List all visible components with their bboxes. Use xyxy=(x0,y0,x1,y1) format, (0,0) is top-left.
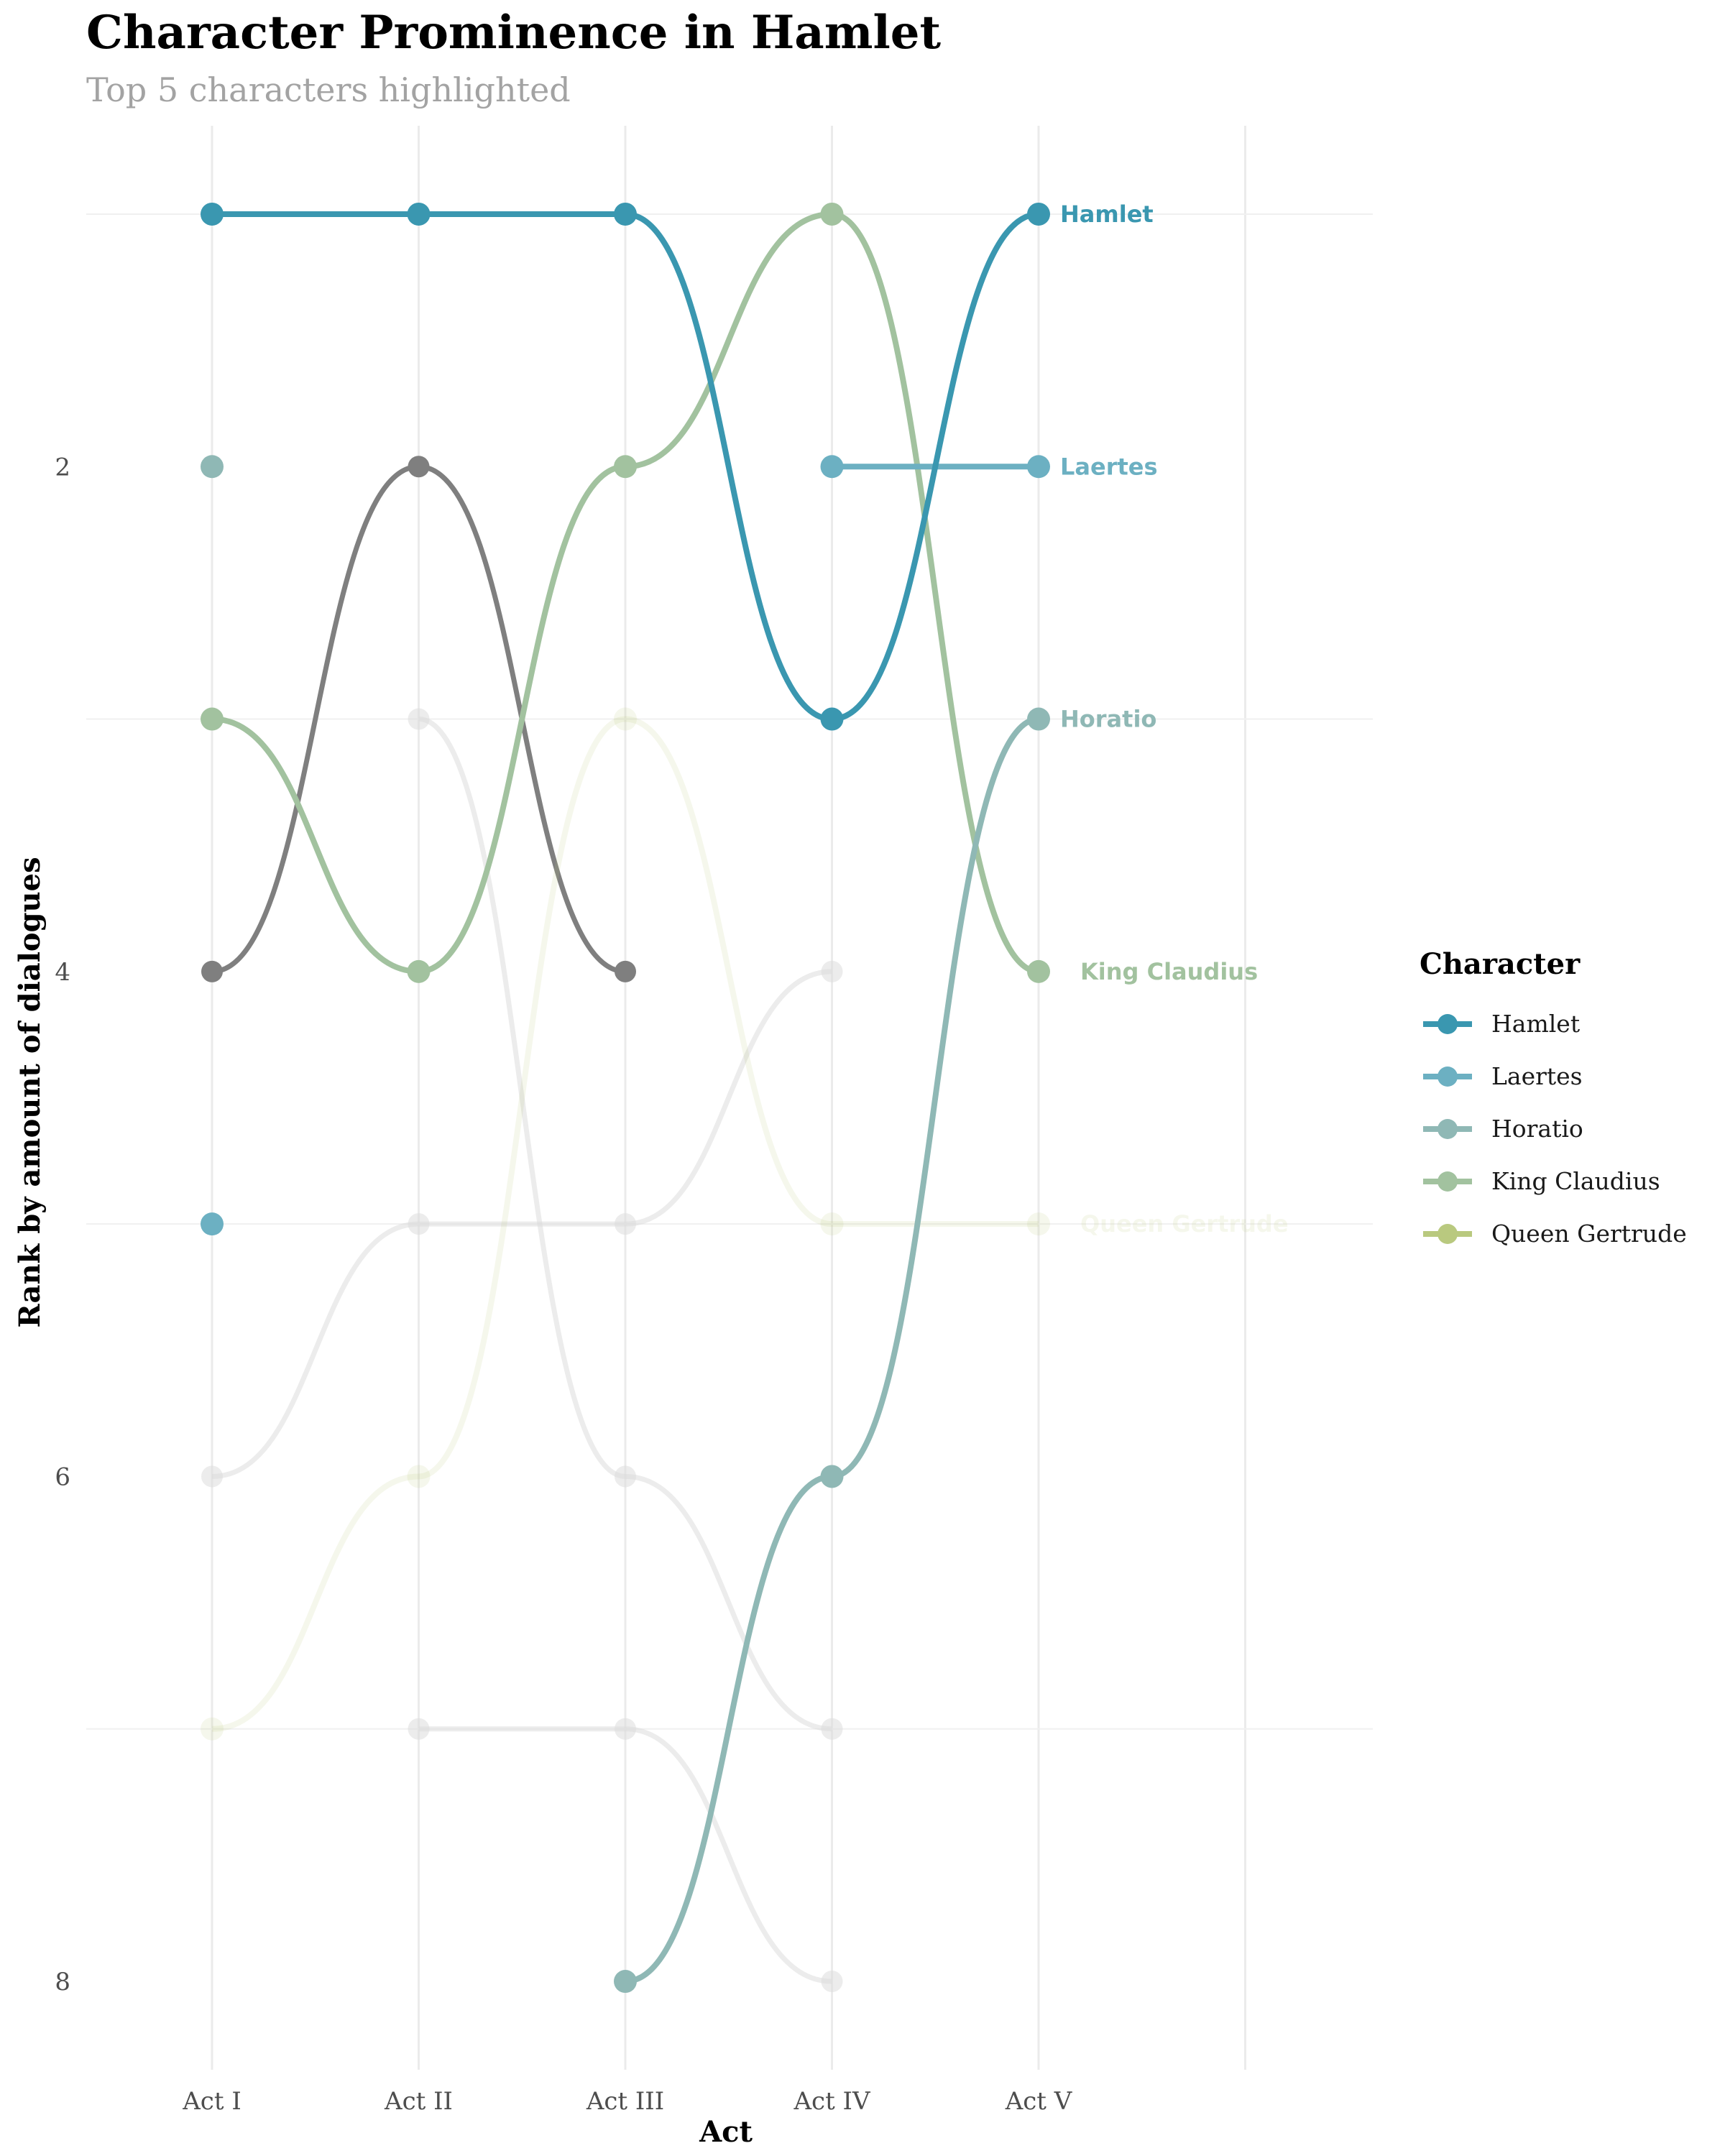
other-series-point xyxy=(821,1971,843,1993)
other-series-line xyxy=(418,1726,832,1984)
series-point-king-claudius xyxy=(1027,959,1050,983)
legend-label: Horatio xyxy=(1491,1115,1583,1143)
y-tick-label: 4 xyxy=(55,958,70,987)
series-point-horatio xyxy=(614,1970,637,1994)
series-point-king-claudius xyxy=(201,707,224,731)
series-point-laertes xyxy=(1027,455,1050,479)
legend-key-point xyxy=(1438,1014,1458,1034)
series-point-hamlet xyxy=(1027,202,1050,226)
other-series-point xyxy=(615,960,636,982)
series-point-hamlet xyxy=(407,202,431,226)
legend-label: Queen Gertrude xyxy=(1491,1220,1687,1248)
other-series-point xyxy=(201,960,223,982)
x-tick-label: Act II xyxy=(384,2087,453,2116)
series-point-queen-gertrude xyxy=(820,1212,844,1236)
other-series-point xyxy=(615,1718,636,1740)
series-point-queen-gertrude xyxy=(1027,1212,1050,1236)
series-point-queen-gertrude xyxy=(614,707,637,731)
legend-label: King Claudius xyxy=(1491,1167,1660,1195)
legend-item-queen-gertrude: Queen Gertrude xyxy=(1423,1220,1687,1248)
y-tick-label: 6 xyxy=(55,1462,70,1491)
series-point-laertes xyxy=(820,455,844,479)
legend-label: Laertes xyxy=(1491,1062,1583,1090)
end-labels: Hamlet Laertes Horatio King Claudius Queen G… xyxy=(1060,201,1289,1238)
legend-item-king-claudius: King Claudius xyxy=(1423,1167,1660,1195)
series-points xyxy=(201,202,1050,1994)
end-label-horatio: Horatio xyxy=(1060,706,1156,733)
series-point-queen-gertrude xyxy=(407,1465,431,1488)
series-point-laertes xyxy=(201,1212,224,1236)
series-point-horatio xyxy=(820,1465,844,1488)
series-point-king-claudius xyxy=(407,959,431,983)
x-tick-label: Act IV xyxy=(793,2087,870,2116)
other-series-point xyxy=(821,1718,843,1740)
legend-item-horatio: Horatio xyxy=(1423,1115,1583,1143)
series-point-queen-gertrude xyxy=(201,1717,224,1741)
chart-title: Character Prominence in Hamlet xyxy=(86,6,942,60)
end-label-hamlet: Hamlet xyxy=(1060,201,1154,228)
legend-key-point xyxy=(1438,1171,1458,1192)
legend-label: Hamlet xyxy=(1491,1010,1580,1038)
series-point-horatio xyxy=(201,455,224,479)
series-line-king-claudius xyxy=(211,211,1039,975)
other-series-point xyxy=(615,1213,636,1235)
other-series-line xyxy=(211,969,832,1479)
y-tick-label: 2 xyxy=(55,453,70,482)
other-series-point xyxy=(615,1465,636,1488)
gridlines xyxy=(86,126,1373,2070)
x-tick-label: Act V xyxy=(1005,2087,1073,2116)
legend-key-point xyxy=(1438,1067,1458,1087)
y-axis-title: Rank by amount of dialogues xyxy=(13,857,47,1327)
x-axis-ticks: Act I Act II Act III Act IV Act V xyxy=(182,2087,1073,2116)
other-series-point xyxy=(821,960,843,982)
series-point-king-claudius xyxy=(614,455,637,479)
series-point-hamlet xyxy=(820,707,844,731)
other-series-point xyxy=(408,1213,430,1235)
x-tick-label: Act III xyxy=(586,2087,664,2116)
end-label-king-claudius: King Claudius xyxy=(1080,958,1258,985)
legend-item-hamlet: Hamlet xyxy=(1423,1010,1580,1038)
series-point-hamlet xyxy=(201,202,224,226)
legend-key-point xyxy=(1438,1119,1458,1139)
end-label-queen-gertrude: Queen Gertrude xyxy=(1080,1210,1289,1238)
legend-title: Character xyxy=(1420,947,1581,981)
x-tick-label: Act I xyxy=(182,2087,242,2116)
series-point-hamlet xyxy=(614,202,637,226)
series-point-horatio xyxy=(1027,707,1050,731)
legend-item-laertes: Laertes xyxy=(1423,1062,1583,1090)
series-line-queen-gertrude xyxy=(211,716,1039,1732)
series-point-king-claudius xyxy=(820,202,844,226)
chart-subtitle: Top 5 characters highlighted xyxy=(86,70,571,109)
y-axis-ticks: 2 4 6 8 xyxy=(55,453,70,1996)
end-label-laertes: Laertes xyxy=(1060,453,1158,480)
series-line-horatio xyxy=(625,716,1039,1985)
other-series-point xyxy=(201,1465,223,1488)
legend: Character Hamlet Laertes Horatio King Claud… xyxy=(1420,947,1687,1248)
y-tick-label: 8 xyxy=(55,1968,70,1996)
other-series-point xyxy=(408,456,430,478)
x-axis-title: Act xyxy=(699,2115,753,2149)
other-series-point xyxy=(408,1718,430,1740)
other-series-point xyxy=(408,708,430,730)
legend-key-point xyxy=(1438,1224,1458,1244)
